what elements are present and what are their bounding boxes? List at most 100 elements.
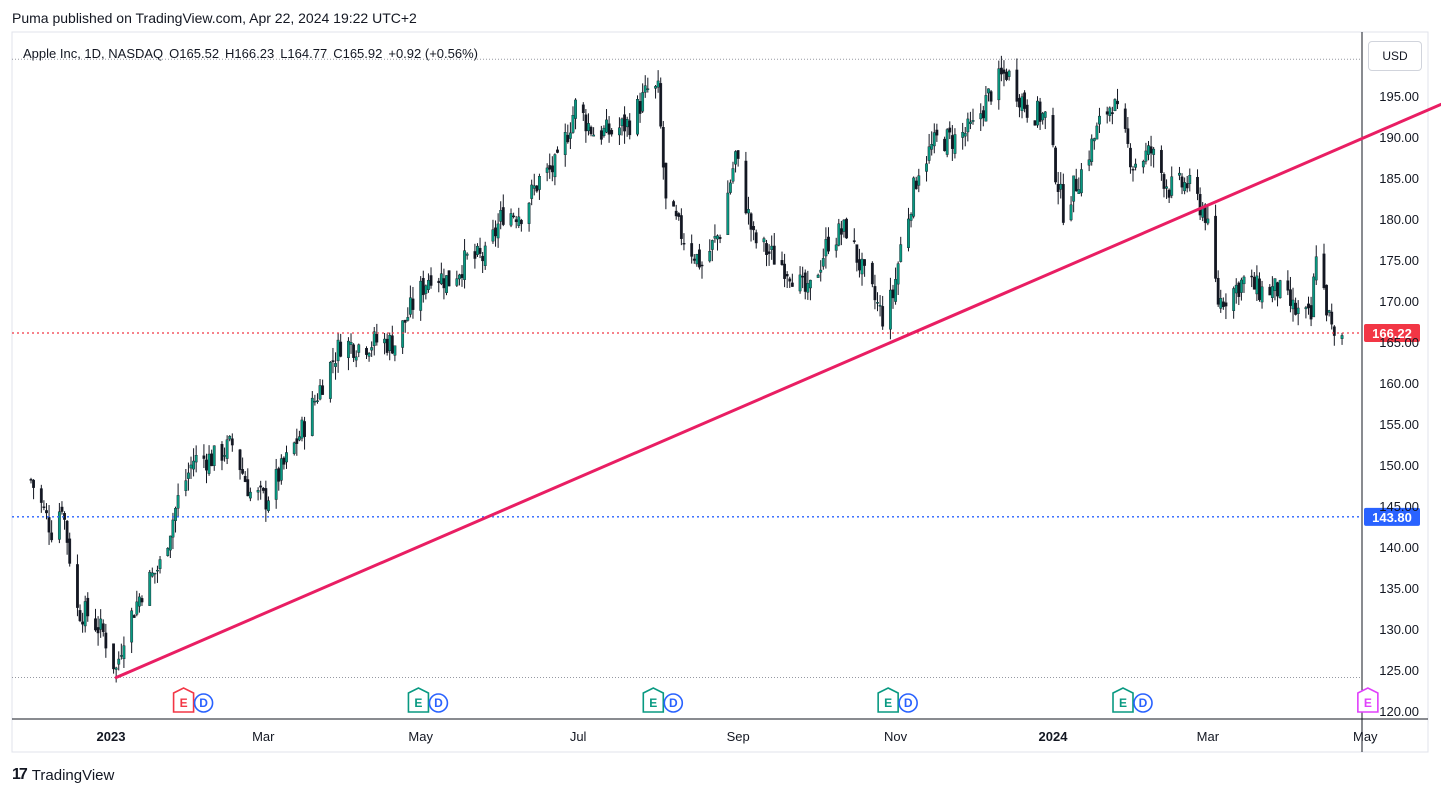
candle-body [86, 597, 90, 617]
candle-body [553, 154, 557, 178]
candle [1043, 111, 1047, 130]
publish-info: Puma published on TradingView.com, Apr 2… [12, 10, 417, 26]
y-tick-label: 160.00 [1379, 376, 1419, 391]
earnings-label: E [1119, 696, 1127, 710]
candle-body [357, 344, 361, 353]
legend-high: H166.23 [225, 46, 275, 61]
candle [664, 162, 668, 210]
axes-layer: 195.00 190.00 185.00 180.00 175.00 170.00 165.… [97, 89, 1419, 744]
candle [1286, 270, 1290, 296]
candle [659, 77, 663, 129]
candle-body [556, 149, 559, 153]
candle [584, 109, 588, 143]
candle [605, 109, 608, 134]
candle [63, 511, 66, 530]
candle-body [246, 479, 250, 497]
candle-body [1214, 215, 1217, 279]
candle-body [677, 213, 681, 217]
candle [238, 448, 242, 480]
candle [336, 332, 340, 373]
candle [375, 323, 379, 346]
candle [1051, 107, 1055, 148]
candle [292, 441, 296, 456]
candle [568, 122, 572, 150]
dividend-icon [428, 693, 449, 713]
candle [1018, 94, 1021, 118]
candle-body [997, 68, 1001, 101]
candle-body [1307, 303, 1310, 309]
candle-body [313, 400, 317, 403]
candle-body [32, 479, 35, 488]
y-tick-label: 185.00 [1379, 171, 1419, 186]
candle [690, 234, 694, 264]
candle [50, 520, 54, 543]
candle [390, 325, 394, 355]
candle-body [1170, 176, 1174, 196]
candle-body [966, 118, 970, 133]
candle [300, 416, 304, 442]
candle-body [421, 277, 425, 296]
candle-body [83, 601, 87, 627]
candle-body [238, 449, 242, 471]
candle [1237, 281, 1241, 306]
candle [135, 590, 139, 617]
candle [1020, 93, 1024, 119]
candle [60, 501, 64, 515]
candle-body [496, 223, 500, 239]
candle-body [819, 269, 823, 273]
currency-button[interactable]: USD [1368, 41, 1422, 71]
event-marker[interactable]: E [1357, 687, 1379, 713]
dividend-label: D [199, 696, 208, 710]
candle [790, 273, 794, 287]
candle [726, 180, 730, 235]
candle [1116, 88, 1119, 109]
candle [1322, 243, 1326, 290]
legend-symbol[interactable]: Apple Inc, 1D, NASDAQ [23, 46, 164, 61]
candle [295, 428, 299, 456]
candle [870, 261, 874, 288]
candle [1327, 309, 1331, 317]
candle [762, 236, 766, 252]
candle-body [824, 239, 828, 257]
candle-body [984, 95, 988, 122]
candle [997, 60, 1001, 110]
candle-body [57, 511, 61, 540]
candle [896, 261, 900, 295]
candle [442, 268, 446, 300]
candle-body [104, 632, 108, 649]
candle [223, 447, 226, 462]
candle [718, 234, 722, 244]
candle-body [1273, 278, 1277, 291]
candle-body [1332, 326, 1336, 336]
candle-body [1296, 307, 1300, 315]
candle [809, 279, 812, 301]
candle-body [137, 596, 141, 607]
candle [945, 128, 949, 158]
candle [1129, 143, 1132, 174]
candle [1110, 106, 1114, 125]
candle [700, 261, 704, 279]
candle-body [1188, 175, 1192, 184]
candle-body [385, 338, 389, 353]
earnings-icon [172, 687, 195, 713]
candle [1149, 135, 1153, 167]
candle [83, 595, 87, 633]
candle [130, 607, 134, 654]
y-tick-label: 155.00 [1379, 417, 1419, 432]
candle [1015, 58, 1019, 107]
candle-body [695, 254, 699, 265]
candle-body [628, 120, 632, 136]
candle [465, 252, 469, 260]
candle [1214, 204, 1217, 283]
candle [610, 128, 614, 137]
dividend-icon [663, 693, 684, 713]
footer-brand[interactable]: 17 TradingView [12, 766, 114, 784]
candle [347, 337, 350, 371]
candle [1165, 179, 1168, 199]
